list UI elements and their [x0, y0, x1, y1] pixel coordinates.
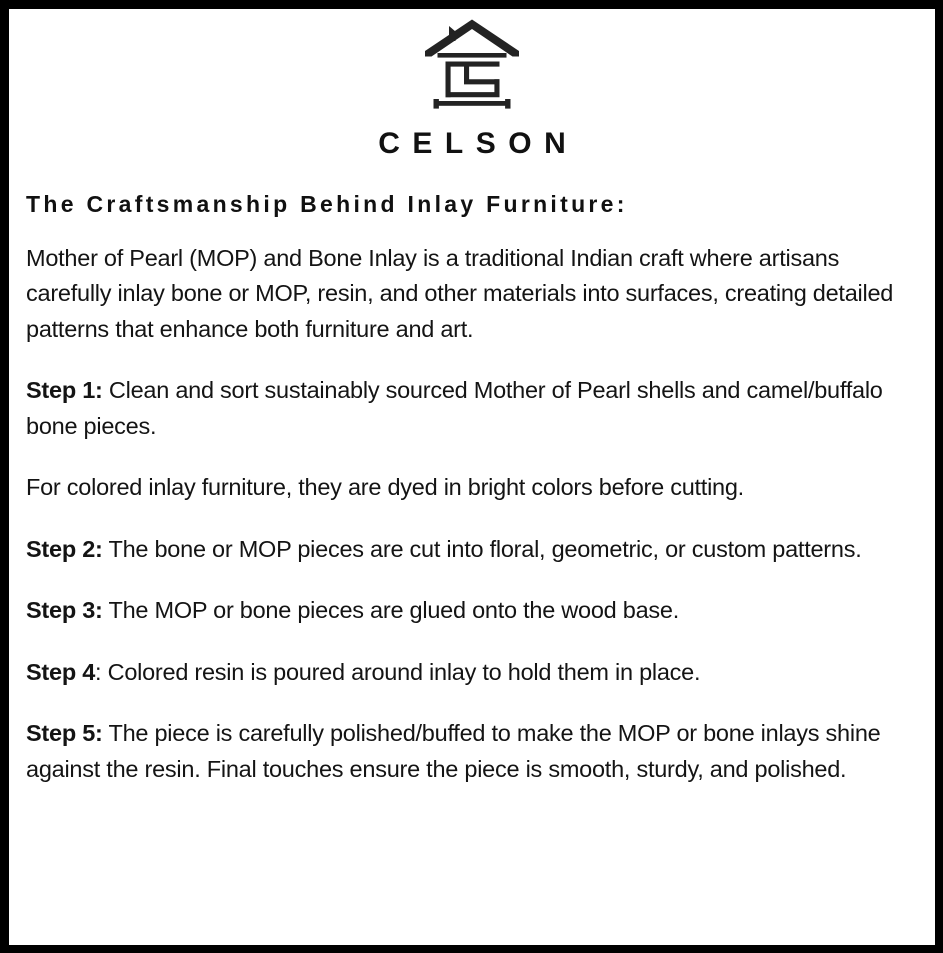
- paragraph-text: Clean and sort sustainably sourced Mothe…: [26, 377, 883, 439]
- page-title: The Craftsmanship Behind Inlay Furniture…: [26, 191, 628, 217]
- paragraph-lead-suffix: :: [95, 658, 102, 685]
- body-copy: Mother of Pearl (MOP) and Bone Inlay is …: [26, 241, 918, 788]
- paragraph-step-2: Step 2: The bone or MOP pieces are cut i…: [26, 532, 918, 568]
- brand-name: CELSON: [378, 127, 579, 160]
- paragraph-text: The bone or MOP pieces are cut into flor…: [102, 535, 862, 562]
- paragraph-text: For colored inlay furniture, they are dy…: [26, 474, 744, 501]
- paragraph-text: The piece is carefully polished/buffed t…: [26, 720, 881, 782]
- paragraph-text: Mother of Pearl (MOP) and Bone Inlay is …: [26, 244, 894, 342]
- paragraph-intro: Mother of Pearl (MOP) and Bone Inlay is …: [26, 241, 918, 348]
- paragraph-lead: Step 5:: [26, 720, 103, 747]
- paragraph-text: Colored resin is poured around inlay to …: [101, 658, 701, 685]
- paragraph-lead: Step 1:: [26, 377, 103, 404]
- paragraph-lead: Step 3:: [26, 597, 103, 624]
- house-monogram-logo-icon: [425, 19, 519, 109]
- paragraph-step-5: Step 5: The piece is carefully polished/…: [26, 716, 918, 787]
- paragraph-dyeing-note: For colored inlay furniture, they are dy…: [26, 470, 918, 506]
- paragraph-step-3: Step 3: The MOP or bone pieces are glued…: [26, 593, 918, 629]
- paragraph-lead: Step 4: [26, 658, 96, 685]
- brand-header: CELSON: [26, 15, 918, 159]
- paragraph-step-1: Step 1: Clean and sort sustainably sourc…: [26, 373, 918, 444]
- paragraph-text: The MOP or bone pieces are glued onto th…: [102, 597, 679, 624]
- paragraph-step-4: Step 4: Colored resin is poured around i…: [26, 655, 918, 691]
- poster-content: CELSON The Craftsmanship Behind Inlay Fu…: [9, 9, 935, 945]
- paragraph-lead: Step 2:: [26, 535, 103, 562]
